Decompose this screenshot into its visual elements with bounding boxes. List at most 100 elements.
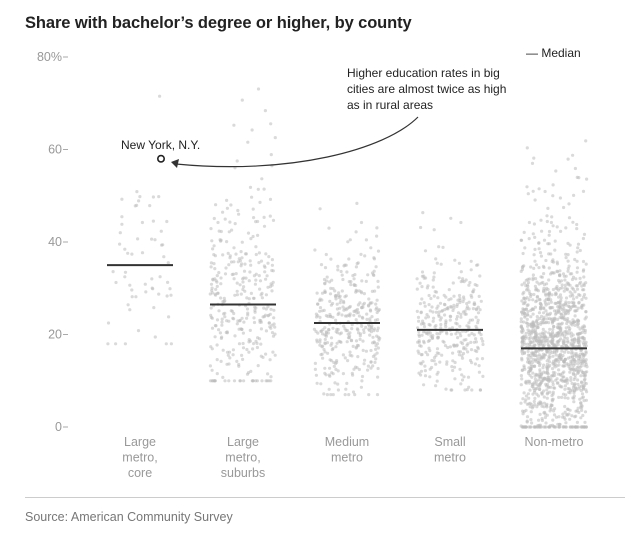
county-dot — [437, 314, 441, 318]
county-dot — [343, 295, 347, 299]
county-dot — [542, 395, 546, 399]
county-dot — [549, 374, 554, 378]
county-dot — [477, 370, 481, 374]
county-dot — [242, 320, 246, 324]
county-dot — [349, 338, 353, 342]
county-dot — [266, 261, 270, 265]
county-dot — [544, 309, 548, 313]
county-dot — [464, 338, 468, 342]
county-dot — [561, 412, 565, 416]
county-dot — [444, 319, 448, 323]
county-dot — [546, 287, 550, 292]
county-dot — [577, 368, 581, 372]
county-dot — [338, 340, 342, 344]
county-dot — [557, 295, 561, 299]
county-dot — [575, 175, 579, 179]
county-dot — [578, 352, 582, 356]
county-dot — [355, 262, 359, 266]
annotation-arrowhead — [171, 159, 179, 168]
county-dot — [544, 371, 548, 375]
county-dot — [209, 306, 213, 310]
county-dot — [421, 319, 425, 323]
county-dot — [144, 290, 148, 294]
county-dot — [336, 312, 340, 317]
county-dot — [433, 290, 437, 294]
county-dot — [585, 177, 589, 181]
county-dot — [545, 214, 549, 218]
county-dot — [233, 222, 237, 226]
county-dot — [333, 289, 337, 293]
county-dot — [417, 351, 421, 355]
county-dot — [422, 383, 426, 387]
county-dot — [250, 379, 254, 383]
county-dot — [547, 278, 551, 282]
county-dot — [468, 280, 472, 285]
county-dot — [434, 310, 438, 314]
county-dot — [314, 312, 318, 316]
county-dot — [461, 300, 465, 304]
county-dot — [270, 283, 274, 287]
county-dot — [520, 340, 524, 344]
county-dot — [441, 245, 445, 249]
county-dot — [369, 366, 373, 370]
county-dot — [329, 393, 333, 397]
county-dot — [545, 366, 549, 370]
county-dot — [254, 339, 258, 343]
county-dot — [137, 199, 141, 203]
county-dot — [247, 279, 251, 283]
county-dot — [460, 373, 464, 377]
county-dot — [347, 393, 351, 397]
county-dot — [346, 359, 350, 363]
county-dot — [324, 330, 328, 334]
county-dot — [535, 318, 539, 322]
county-dot — [240, 353, 244, 357]
county-dot — [565, 407, 570, 411]
county-dot — [537, 401, 541, 405]
county-dot — [415, 277, 419, 281]
county-dot — [529, 418, 533, 422]
county-dot — [368, 333, 372, 337]
county-dot — [329, 336, 334, 340]
county-dot — [533, 358, 538, 362]
county-dot — [323, 350, 327, 354]
county-dot — [336, 369, 340, 373]
county-dot — [248, 185, 253, 189]
county-dot — [528, 425, 532, 429]
county-dot — [212, 244, 216, 248]
county-dot — [564, 326, 568, 330]
county-dot — [570, 292, 574, 296]
county-dot — [157, 292, 161, 296]
county-dot — [321, 328, 325, 332]
county-dot — [315, 340, 319, 344]
county-dot — [162, 255, 166, 259]
county-dot — [350, 354, 354, 358]
county-dot — [582, 358, 586, 362]
county-dot — [584, 425, 588, 429]
county-dot — [355, 311, 359, 315]
county-dot — [352, 277, 356, 281]
county-dot — [571, 287, 576, 291]
county-dot — [575, 295, 579, 299]
county-dot — [570, 381, 574, 385]
county-dot — [376, 366, 380, 371]
county-dot — [520, 283, 524, 287]
county-dot — [559, 298, 563, 302]
county-dot — [426, 315, 431, 319]
county-dot — [220, 317, 224, 321]
county-dot — [522, 351, 527, 355]
county-dot — [567, 301, 571, 305]
county-dot — [473, 362, 477, 366]
county-dot — [520, 299, 524, 303]
county-dot — [211, 379, 215, 383]
county-dot — [545, 350, 549, 354]
county-dot — [567, 387, 572, 391]
county-dot — [571, 220, 575, 224]
county-dot — [318, 340, 322, 344]
county-dot — [373, 289, 377, 293]
county-dot — [262, 224, 267, 228]
county-dot — [478, 388, 482, 392]
county-dot — [566, 396, 570, 400]
county-dot — [339, 298, 343, 302]
county-dot — [244, 252, 248, 256]
county-dot — [260, 296, 264, 300]
